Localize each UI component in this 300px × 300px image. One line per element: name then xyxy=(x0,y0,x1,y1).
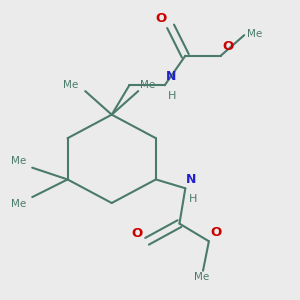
Text: Me: Me xyxy=(11,199,26,208)
Text: O: O xyxy=(155,12,166,25)
Text: Me: Me xyxy=(140,80,155,90)
Text: O: O xyxy=(222,40,233,53)
Text: O: O xyxy=(131,227,142,240)
Text: O: O xyxy=(210,226,222,239)
Text: H: H xyxy=(168,91,176,100)
Text: N: N xyxy=(186,173,197,186)
Text: N: N xyxy=(166,70,176,83)
Text: Me: Me xyxy=(194,272,209,282)
Text: H: H xyxy=(188,194,197,204)
Text: Me: Me xyxy=(63,80,78,90)
Text: Me: Me xyxy=(11,156,26,166)
Text: Me: Me xyxy=(247,29,262,39)
